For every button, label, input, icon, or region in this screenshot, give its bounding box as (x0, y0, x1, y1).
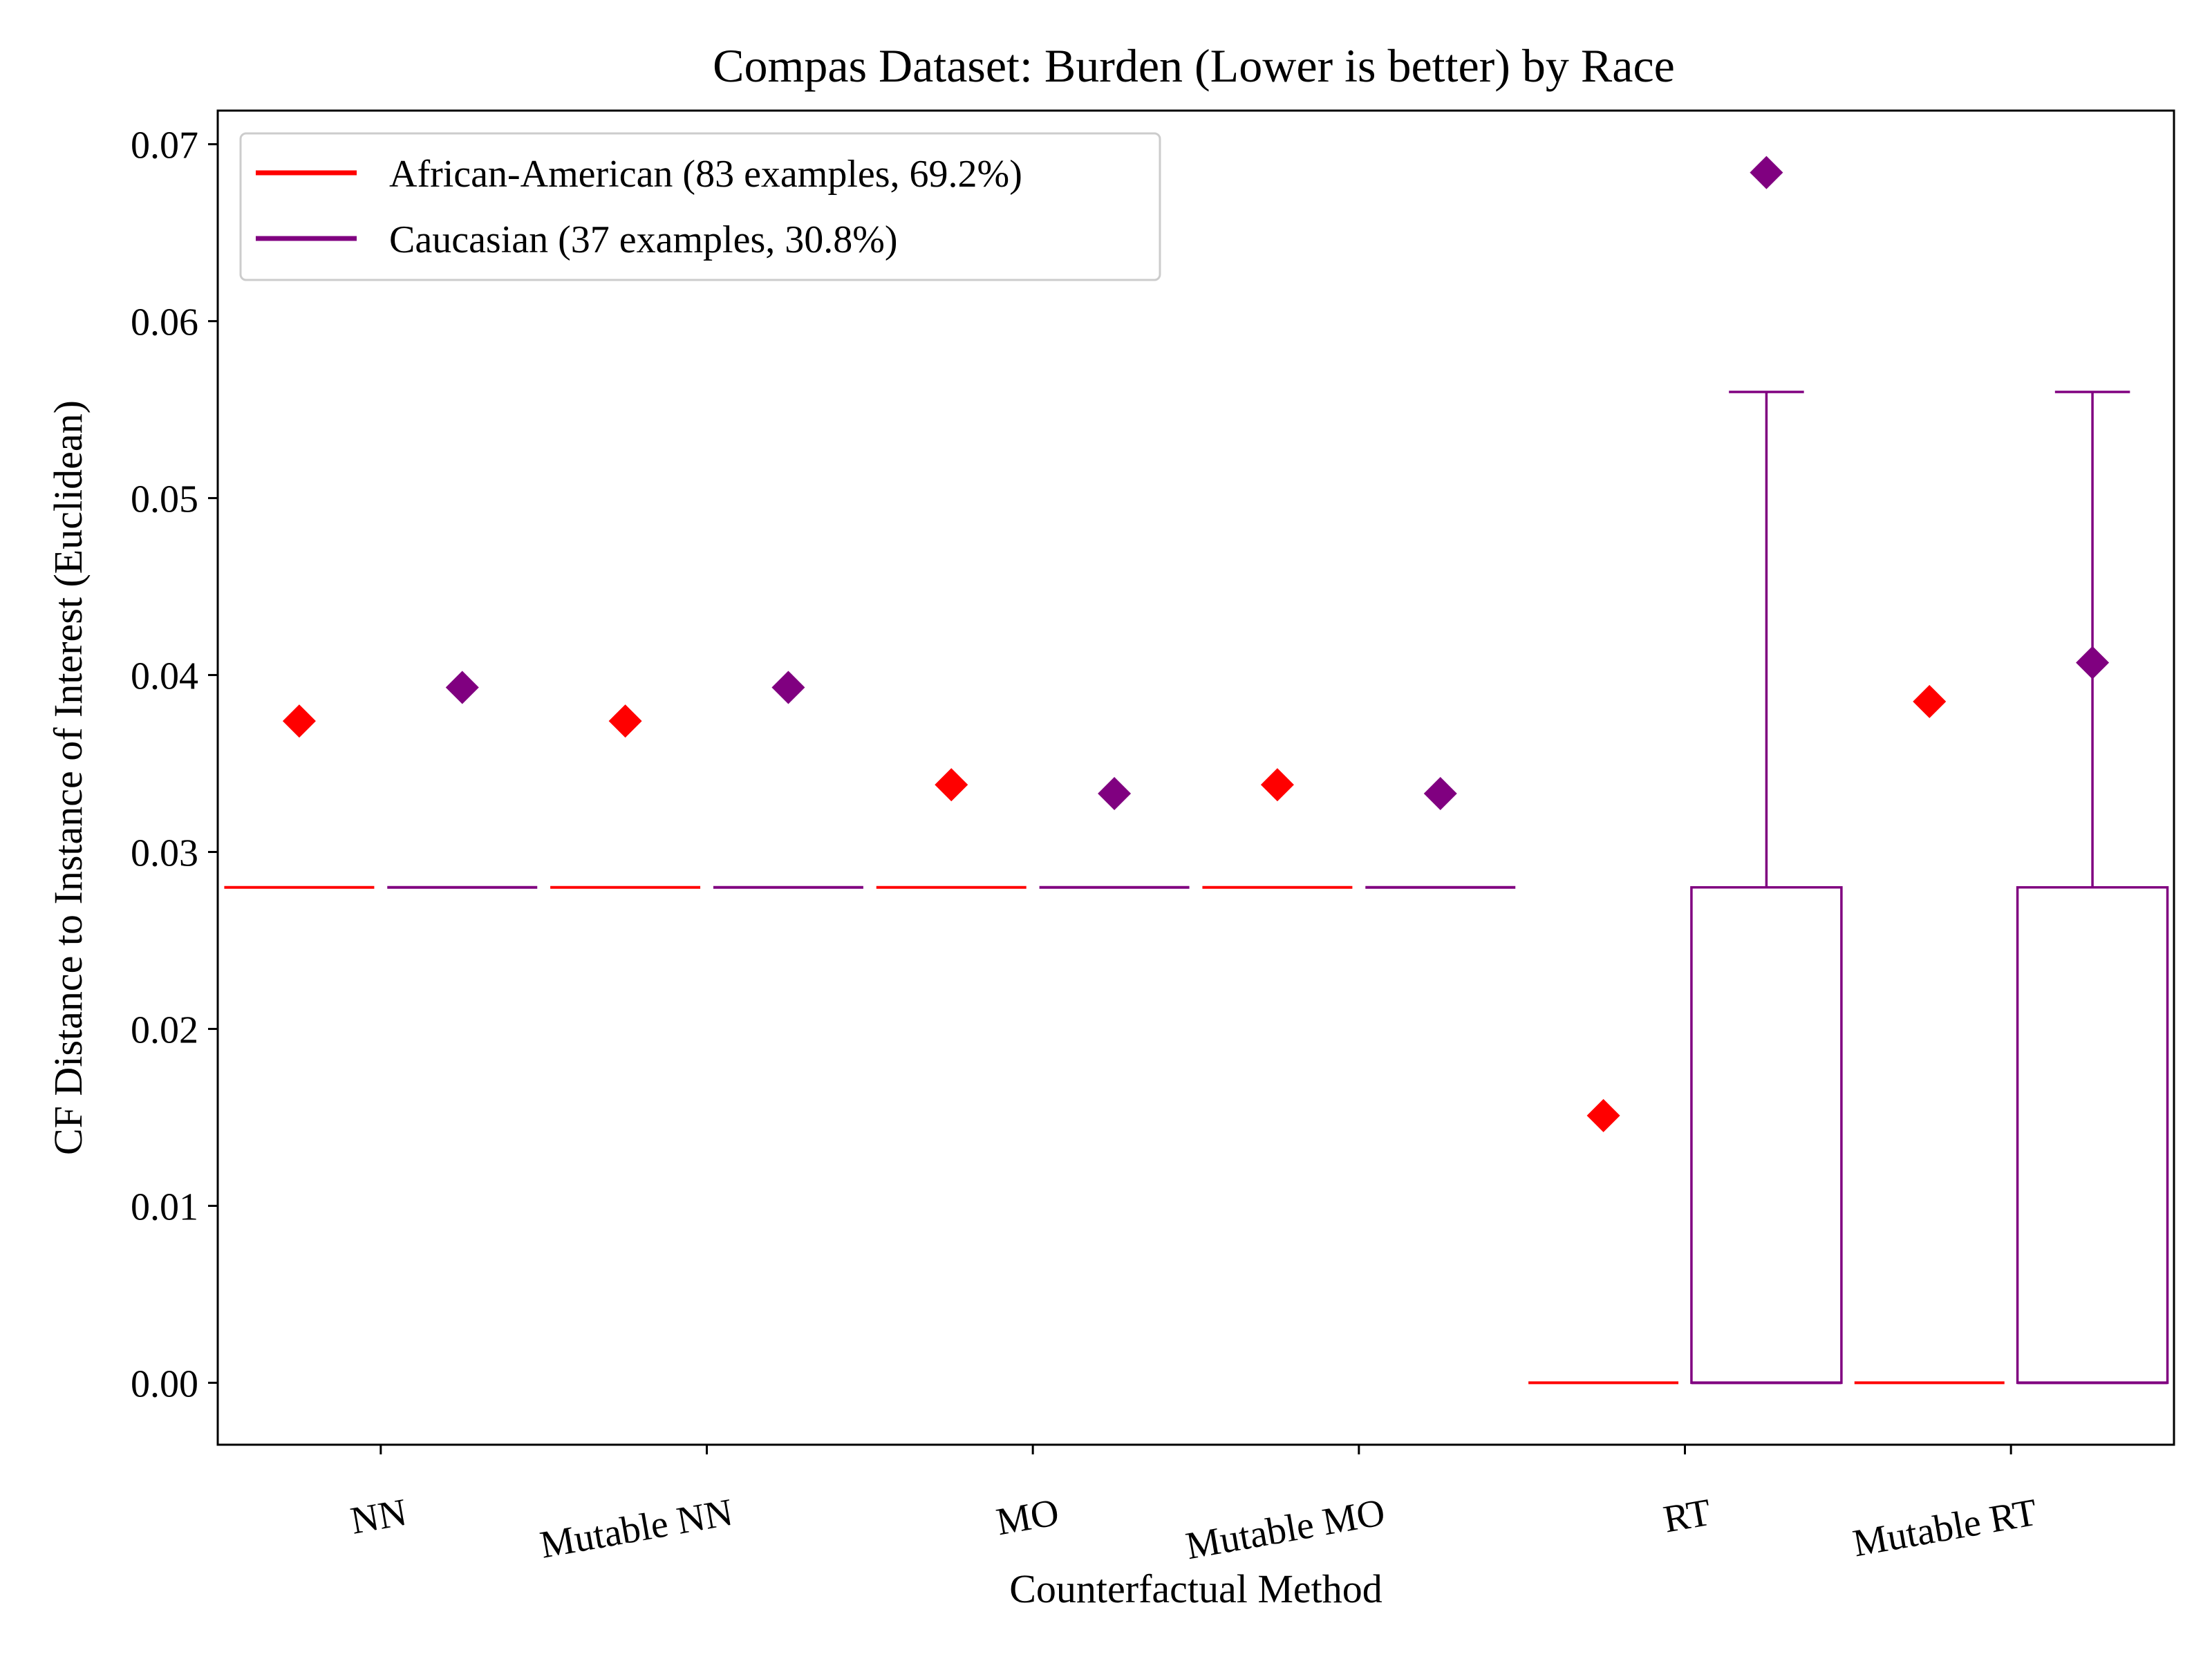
y-tick-label: 0.06 (131, 301, 198, 344)
legend-frame (239, 132, 1161, 281)
mean-marker (445, 671, 479, 704)
y-tick-label: 0.03 (131, 832, 198, 875)
plot-area (224, 156, 2169, 1385)
y-axis: 0.00 0.01 0.02 0.03 0.04 0.05 0.06 0.07 (131, 124, 218, 1405)
mean-marker (1750, 156, 1783, 189)
plot-frame (216, 109, 2175, 1446)
y-tick-label: 0.07 (131, 124, 198, 167)
x-tick-label: Mutable RT (1850, 1491, 2041, 1566)
mean-marker (1913, 684, 1947, 718)
mean-marker (2076, 646, 2110, 679)
y-tick-label: 0.00 (131, 1362, 198, 1405)
box (2016, 885, 2169, 1385)
mean-marker (1423, 777, 1457, 811)
mean-marker (771, 671, 805, 704)
x-tick-label: Mutable NN (537, 1491, 736, 1567)
mean-marker (1098, 777, 1132, 811)
mean-marker (282, 704, 316, 738)
y-tick-label: 0.05 (131, 478, 198, 521)
chart-title: Compas Dataset: Burden (Lower is better)… (713, 39, 1675, 92)
legend-entry: Caucasian (37 examples, 30.8%) (389, 218, 898, 261)
legend-entry: African-American (83 examples, 69.2%) (389, 153, 1022, 196)
x-tick-label: NN (348, 1491, 410, 1543)
x-axis-label: Counterfactual Method (1009, 1566, 1382, 1611)
box (1690, 885, 1843, 1385)
y-tick-label: 0.02 (131, 1009, 198, 1051)
y-tick-label: 0.01 (131, 1185, 198, 1228)
y-tick-label: 0.04 (131, 655, 198, 698)
mean-marker (1260, 768, 1294, 802)
mean-marker (608, 704, 642, 738)
x-axis: NN Mutable NN MO Mutable MO RT Mutable RT (348, 1445, 2041, 1568)
mean-marker (1586, 1098, 1620, 1132)
legend: African-American (83 examples, 69.2%) Cau… (239, 132, 1161, 281)
mean-marker (935, 768, 968, 802)
x-tick-label: RT (1660, 1491, 1714, 1541)
x-tick-label: MO (993, 1491, 1062, 1544)
x-tick-label: Mutable MO (1183, 1491, 1388, 1568)
y-axis-label: CF Distance to Instance of Interest (Euc… (46, 400, 91, 1155)
